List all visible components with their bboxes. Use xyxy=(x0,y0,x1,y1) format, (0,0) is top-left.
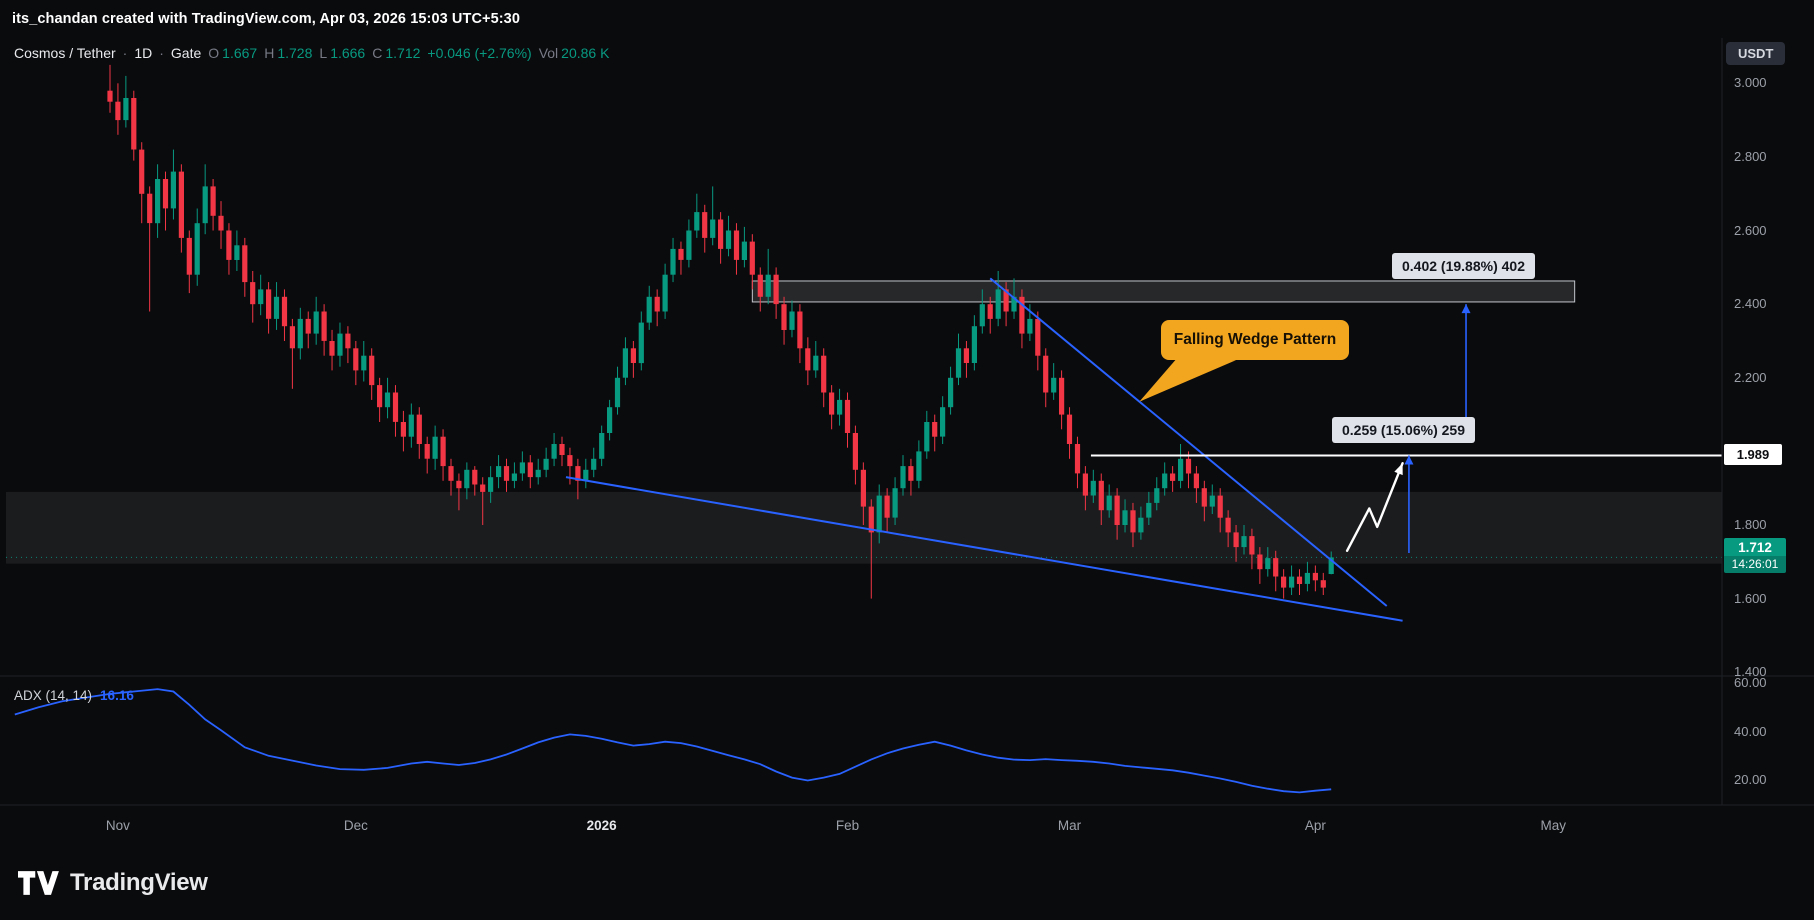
legend-low-value: 1.666 xyxy=(330,45,366,61)
currency-toggle-button[interactable]: USDT xyxy=(1726,42,1786,65)
tradingview-brand-text[interactable]: TradingView xyxy=(70,868,208,896)
adx-title[interactable]: ADX (14, 14) xyxy=(14,688,93,703)
legend-interval[interactable]: 1D xyxy=(134,45,153,61)
measure-retrace-label[interactable]: 0.259 (15.06%) 259 xyxy=(1332,417,1475,443)
hline-price-label: 1.989 xyxy=(1724,444,1782,465)
legend-open-value: 1.667 xyxy=(222,45,258,61)
tradingview-logo-icon[interactable] xyxy=(18,870,59,895)
attribution-text: its_chandan created with TradingView.com… xyxy=(12,11,521,27)
adx-value: 16.16 xyxy=(100,688,134,703)
current-price-value: 1.712 xyxy=(1738,540,1772,555)
legend-open: O 1.667 xyxy=(208,45,258,61)
legend-high-value: 1.728 xyxy=(277,45,313,61)
legend-separator: · xyxy=(159,45,164,61)
current-price-label: 1.712 14:26:01 xyxy=(1724,538,1786,573)
legend-volume-value: 20.86 K xyxy=(561,45,610,61)
symbol-legend[interactable]: Cosmos / Tether · 1D · Gate O 1.667 H 1.72… xyxy=(14,45,609,61)
legend-change: +0.046 (+2.76%) xyxy=(427,45,532,61)
falling-wedge-callout[interactable]: Falling Wedge Pattern xyxy=(1161,320,1349,360)
legend-separator: · xyxy=(122,45,128,61)
legend-close-value: 1.712 xyxy=(385,45,421,61)
measure-target-label[interactable]: 0.402 (19.88%) 402 xyxy=(1392,253,1535,279)
adx-indicator-legend[interactable]: ADX (14, 14) 16.16 xyxy=(14,688,134,703)
footer-bar: TradingView xyxy=(0,845,1814,920)
legend-low: L 1.666 xyxy=(319,45,366,61)
legend-volume: Vol 20.86 K xyxy=(538,45,610,61)
legend-high: H 1.728 xyxy=(264,45,313,61)
legend-close: C 1.712 xyxy=(372,45,421,61)
legend-symbol[interactable]: Cosmos / Tether xyxy=(14,45,116,61)
attribution-bar: its_chandan created with TradingView.com… xyxy=(0,0,1814,38)
bar-countdown: 14:26:01 xyxy=(1724,556,1786,573)
legend-exchange: Gate xyxy=(170,45,202,61)
